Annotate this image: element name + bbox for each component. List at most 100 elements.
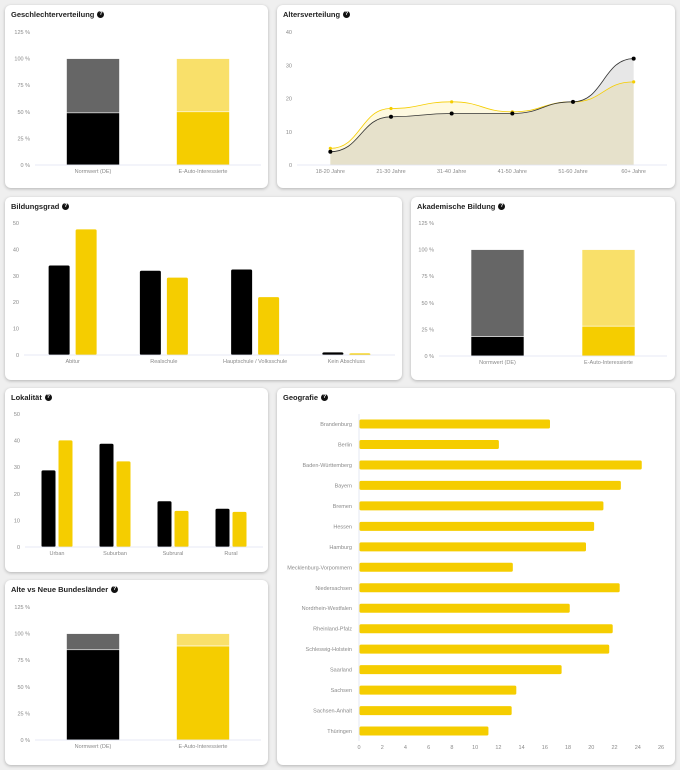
y-tick-label: 50 % bbox=[17, 110, 30, 116]
bar[interactable] bbox=[215, 508, 230, 547]
norm-point[interactable] bbox=[631, 56, 636, 61]
x-tick-label: Normwert (DE) bbox=[75, 744, 112, 750]
card-bildungsgrad: Bildungsgrad? 0 10 20 30 40 50 Abitur Realschul… bbox=[5, 197, 402, 380]
bar[interactable] bbox=[359, 726, 489, 736]
bar[interactable] bbox=[166, 277, 188, 355]
help-icon[interactable]: ? bbox=[97, 11, 105, 18]
norm-point[interactable] bbox=[328, 149, 333, 154]
bar[interactable] bbox=[232, 511, 247, 547]
x-tick-label: 20 bbox=[588, 745, 594, 751]
help-icon[interactable]: ? bbox=[44, 394, 52, 401]
card-title: Geografie? bbox=[283, 393, 329, 402]
ev-point[interactable] bbox=[632, 80, 636, 84]
bar-segment-bottom[interactable] bbox=[66, 649, 120, 741]
norm-point[interactable] bbox=[449, 111, 454, 116]
x-tick-label: E-Auto-Interessierte bbox=[179, 169, 228, 175]
chart-alte-vs-neue-bundeslaender: 0 % 25 % 50 % 75 % 100 % 125 % Normwert (DE) E-… bbox=[14, 605, 261, 750]
y-tick-label: Brandenburg bbox=[320, 422, 352, 428]
bar[interactable] bbox=[174, 510, 189, 547]
y-tick-label: 100 % bbox=[14, 57, 30, 63]
bar[interactable] bbox=[359, 603, 570, 613]
bar-segment-top[interactable] bbox=[66, 633, 120, 651]
bar[interactable] bbox=[157, 501, 172, 547]
bar-segment-bottom[interactable] bbox=[176, 111, 230, 166]
x-tick-label: Hauptschule / Volksschule bbox=[223, 359, 287, 365]
bar-segment-bottom[interactable] bbox=[176, 645, 230, 741]
help-icon[interactable]: ? bbox=[343, 11, 351, 18]
y-tick-label: 0 bbox=[17, 545, 20, 551]
y-tick-label: 75 % bbox=[17, 658, 30, 664]
x-tick-label: Normwert (DE) bbox=[479, 360, 516, 366]
bar[interactable] bbox=[41, 470, 56, 547]
bar[interactable] bbox=[322, 352, 344, 355]
ev-point[interactable] bbox=[450, 100, 454, 104]
ev-point[interactable] bbox=[328, 146, 332, 150]
card-title: Geschlechterverteilung? bbox=[11, 10, 105, 19]
card-title: Altersverteilung? bbox=[283, 10, 351, 19]
help-icon[interactable]: ? bbox=[62, 203, 70, 210]
y-tick-label: 0 % bbox=[425, 354, 435, 360]
norm-point[interactable] bbox=[510, 111, 515, 116]
y-tick-label: Mecklenburg-Vorpommern bbox=[287, 565, 352, 571]
x-tick-label: Normwert (DE) bbox=[75, 169, 112, 175]
bar-segment-bottom[interactable] bbox=[470, 336, 525, 357]
bar[interactable] bbox=[359, 562, 513, 572]
bar[interactable] bbox=[48, 265, 70, 355]
bar-segment-top[interactable] bbox=[581, 249, 636, 327]
bar[interactable] bbox=[75, 229, 97, 355]
bar[interactable] bbox=[359, 521, 595, 531]
bar[interactable] bbox=[359, 542, 587, 552]
bar[interactable] bbox=[359, 439, 499, 449]
bar[interactable] bbox=[359, 480, 621, 490]
bar[interactable] bbox=[359, 665, 562, 675]
bar-segment-bottom[interactable] bbox=[66, 112, 120, 166]
chart-title: Altersverteilung bbox=[283, 10, 341, 19]
y-tick-label: 10 bbox=[14, 518, 20, 524]
y-tick-label: 40 bbox=[14, 439, 20, 445]
x-tick-label: 60+ Jahre bbox=[621, 169, 646, 175]
help-icon[interactable]: ? bbox=[321, 394, 329, 401]
card-title: Akademische Bildung? bbox=[417, 202, 506, 211]
y-tick-label: 50 % bbox=[17, 685, 30, 691]
bar[interactable] bbox=[359, 501, 604, 511]
norm-area bbox=[330, 58, 634, 165]
y-tick-label: 10 bbox=[286, 130, 292, 136]
x-tick-label: Realschule bbox=[150, 359, 177, 365]
x-tick-label: 12 bbox=[495, 745, 501, 751]
bar[interactable] bbox=[359, 706, 512, 716]
card-alte-vs-neue-bundeslaender: Alte vs Neue Bundesländer? 0 % 25 % 50 % 75… bbox=[5, 580, 268, 765]
bar[interactable] bbox=[139, 270, 161, 355]
bar[interactable] bbox=[258, 297, 280, 355]
bar[interactable] bbox=[359, 460, 642, 470]
bar-segment-top[interactable] bbox=[176, 58, 230, 113]
bar-segment-top[interactable] bbox=[176, 633, 230, 647]
x-tick-label: 16 bbox=[542, 745, 548, 751]
y-tick-label: 10 bbox=[13, 327, 19, 333]
bar[interactable] bbox=[231, 269, 253, 355]
x-tick-label: Suburban bbox=[103, 551, 127, 557]
bar[interactable] bbox=[58, 440, 73, 547]
bar-segment-top[interactable] bbox=[66, 58, 120, 114]
bar[interactable] bbox=[359, 583, 620, 593]
y-tick-label: Baden-Württemberg bbox=[302, 463, 352, 469]
y-tick-label: 30 bbox=[14, 465, 20, 471]
bar[interactable] bbox=[116, 461, 131, 547]
y-tick-label: Hessen bbox=[333, 524, 352, 530]
bar[interactable] bbox=[359, 685, 517, 695]
help-icon[interactable]: ? bbox=[111, 586, 119, 593]
bar[interactable] bbox=[359, 644, 610, 654]
ev-point[interactable] bbox=[389, 106, 393, 111]
bar[interactable] bbox=[99, 443, 114, 547]
y-tick-label: 75 % bbox=[421, 274, 434, 280]
bar[interactable] bbox=[359, 624, 613, 634]
norm-point[interactable] bbox=[389, 114, 393, 119]
norm-point[interactable] bbox=[571, 99, 575, 104]
bar-segment-bottom[interactable] bbox=[581, 325, 636, 357]
bar-segment-top[interactable] bbox=[470, 249, 525, 337]
x-tick-label: 24 bbox=[635, 745, 641, 751]
chart-title: Lokalität bbox=[11, 393, 42, 402]
bar[interactable] bbox=[359, 419, 550, 429]
y-tick-label: Bayern bbox=[335, 483, 352, 489]
x-tick-label: 31-40 Jahre bbox=[437, 169, 466, 175]
help-icon[interactable]: ? bbox=[498, 203, 506, 210]
